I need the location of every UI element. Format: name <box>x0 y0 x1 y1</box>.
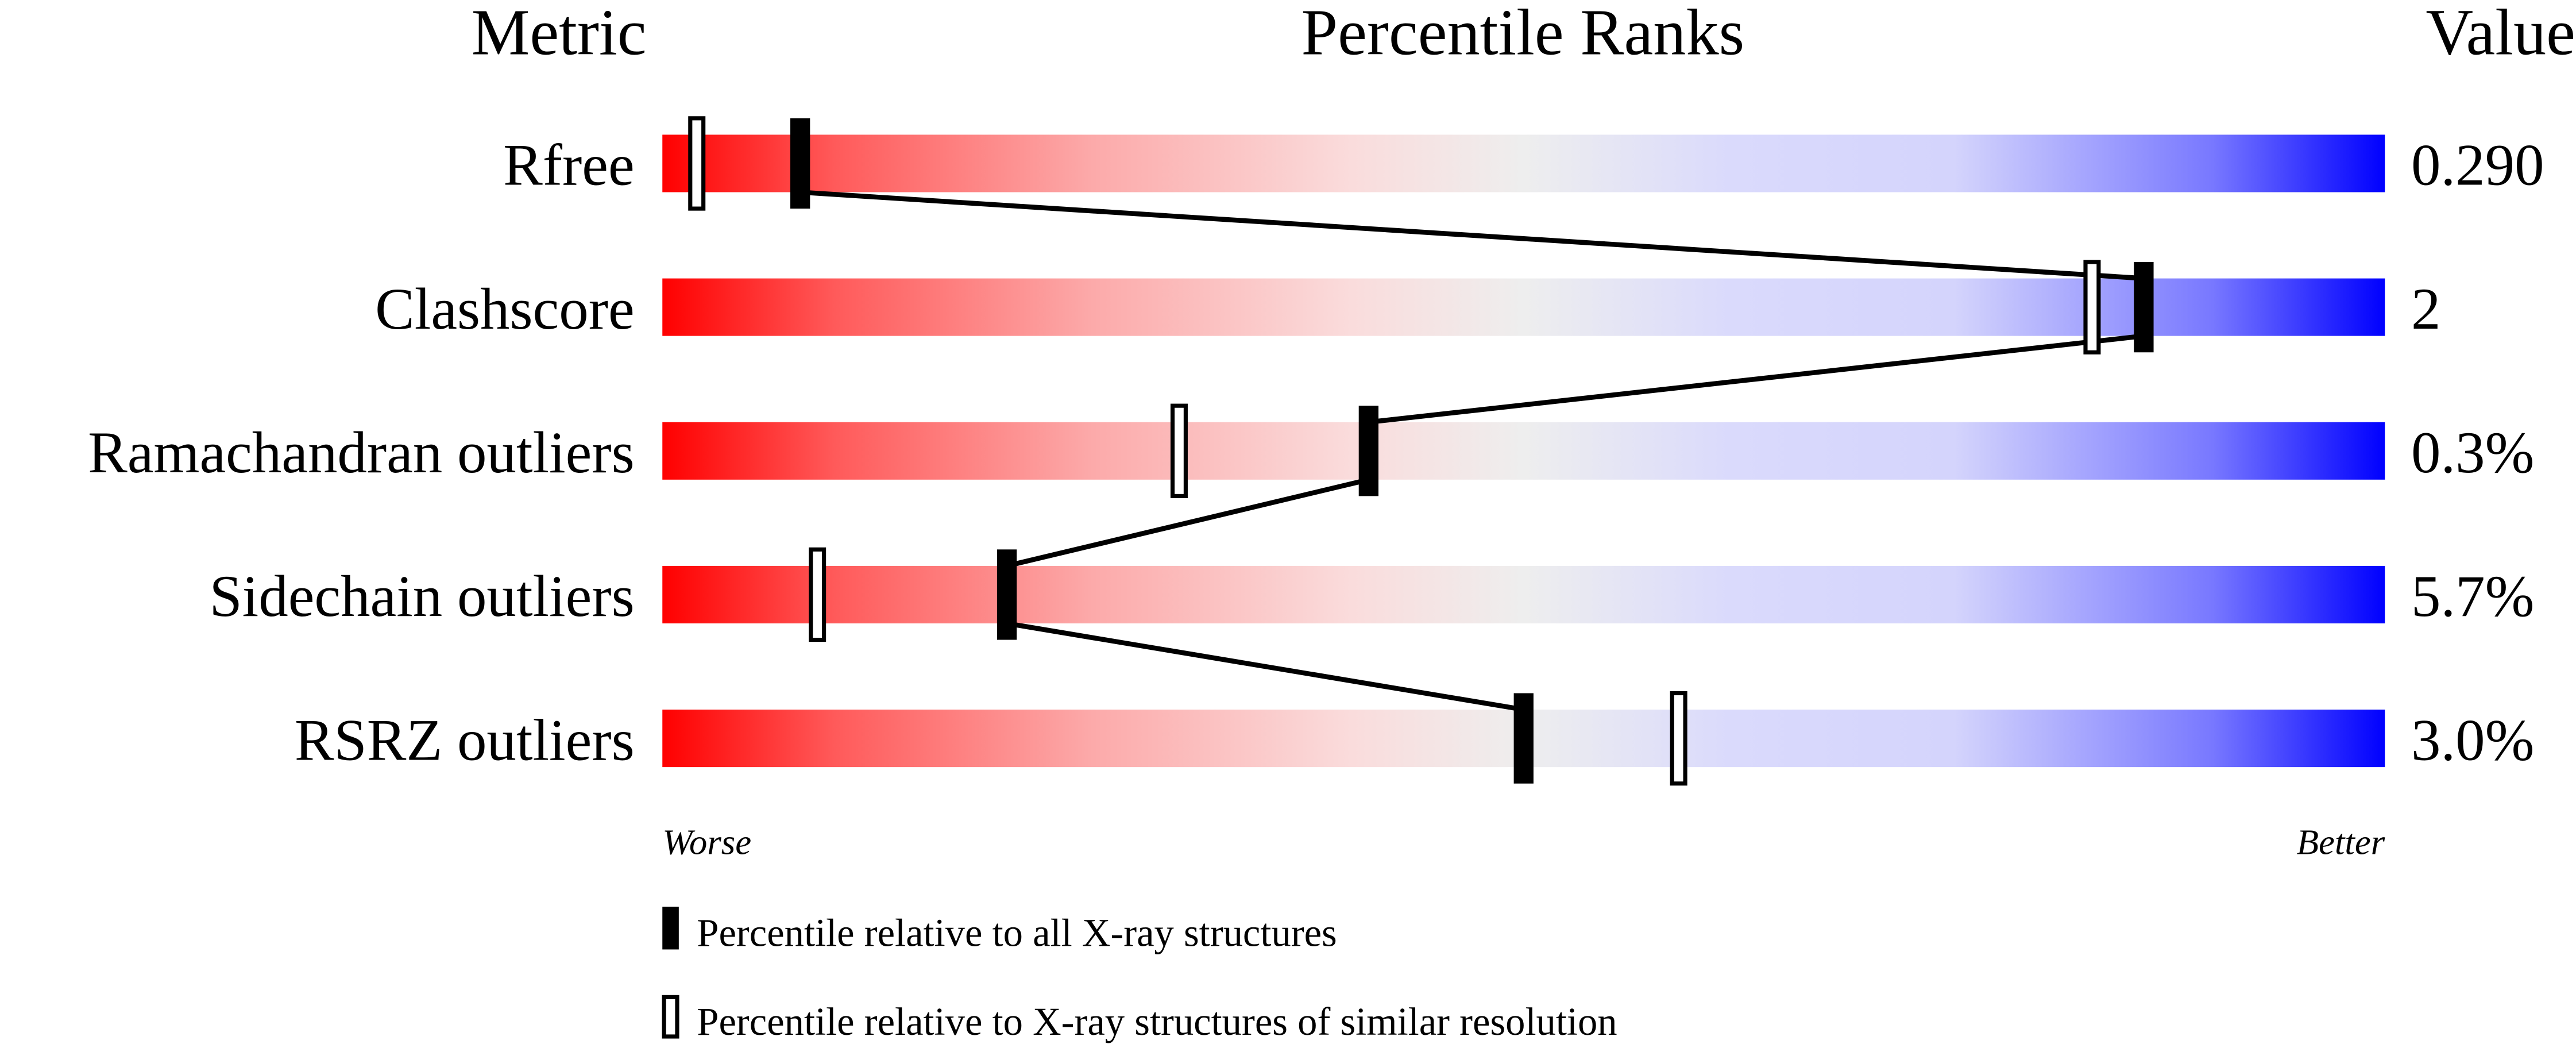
percentile-bar <box>662 565 2385 623</box>
axis-label-better: Better <box>2297 822 2385 862</box>
marker-all-structures <box>1513 693 1534 784</box>
legend-open-marker <box>662 995 679 1039</box>
metric-value: 2 <box>2411 276 2440 342</box>
percentile-bar <box>662 134 2385 192</box>
metric-label: Ramachandran outliers <box>88 420 635 486</box>
marker-all-structures <box>997 549 1017 640</box>
marker-similar-resolution <box>688 116 706 211</box>
marker-all-structures <box>790 118 810 209</box>
marker-similar-resolution <box>1170 403 1188 498</box>
percentile-bar <box>662 278 2385 336</box>
metric-value: 0.290 <box>2411 133 2544 198</box>
marker-similar-resolution <box>1670 691 1687 786</box>
metric-value: 3.0% <box>2411 707 2534 773</box>
connector-line <box>1368 333 2144 425</box>
metric-value: 5.7% <box>2411 564 2534 629</box>
marker-all-structures <box>1358 406 1378 496</box>
connector-line <box>1006 621 1524 712</box>
header-percentile-ranks: Percentile Ranks <box>1301 0 1745 68</box>
marker-similar-resolution <box>809 547 827 642</box>
metric-label: Rfree <box>503 133 635 198</box>
marker-similar-resolution <box>2083 260 2101 355</box>
legend-open-label: Percentile relative to X-ray structures … <box>697 1000 1617 1043</box>
percentile-bar <box>662 422 2385 480</box>
metric-value: 0.3% <box>2411 420 2534 486</box>
header-metric: Metric <box>472 0 647 68</box>
legend-filled-label: Percentile relative to all X-ray structu… <box>697 911 1337 955</box>
metric-label: RSRZ outliers <box>295 707 635 773</box>
connector-line <box>1006 477 1369 569</box>
metric-label: Clashscore <box>375 276 635 342</box>
legend-filled-marker <box>662 907 679 950</box>
metric-label: Sidechain outliers <box>209 564 634 629</box>
header-value: Value <box>2426 0 2575 68</box>
connector-line <box>800 190 2144 281</box>
axis-label-worse: Worse <box>662 822 751 862</box>
marker-all-structures <box>2134 262 2154 353</box>
